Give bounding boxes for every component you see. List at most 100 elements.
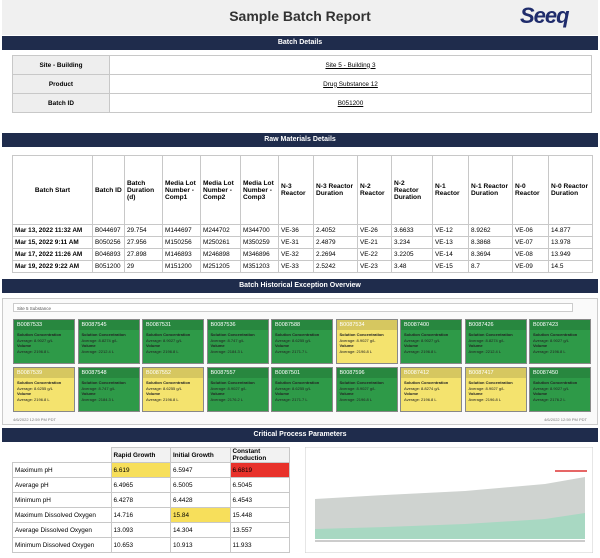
row: Minimum pH 6.4278 6.4428 6.4543 (12, 492, 290, 508)
column-header: N-3 Reactor (278, 155, 314, 225)
cell: VE-31 (278, 236, 314, 249)
batch-tile: B0087423 Solution Concentration Average: 8… (529, 319, 591, 364)
cell: Mar 13, 2022 11:32 AM (12, 224, 93, 237)
cell: 13.949 (548, 248, 593, 261)
tile-value: Average: 2196.8 L (404, 348, 437, 354)
tile-value: Average: 8.6255 g/L (275, 385, 311, 391)
cell: M350259 (240, 236, 279, 249)
column-header: N-2 Reactor (357, 155, 392, 225)
field-value: Site 5 - Building 3 (109, 55, 592, 75)
tile-value: Average: 2196.8 L (533, 348, 566, 354)
cell: M150256 (162, 236, 201, 249)
cell: VE-07 (512, 236, 549, 249)
tile-id: B0087531 (143, 320, 203, 330)
raw-materials-table: Batch Start Batch ID Batch Duration (d) Med… (12, 155, 593, 273)
tile-value: Average: 8.9027 g/L (468, 385, 505, 391)
cell: M250261 (200, 236, 241, 249)
tile-id: B0087423 (530, 320, 590, 330)
cell: M246898 (200, 248, 241, 261)
cell: M346896 (240, 248, 279, 261)
cell: 2.4879 (313, 236, 358, 249)
tile-label: Volume (81, 391, 96, 396)
tile-id: B0087426 (465, 320, 526, 330)
cell: 13.557 (229, 522, 290, 538)
tile-label: Solution Concentration (404, 332, 449, 337)
column-header: Batch Start (12, 155, 93, 225)
cell: B050256 (92, 236, 125, 249)
cell: 14.5 (548, 260, 593, 273)
cell: VE-06 (512, 224, 549, 237)
header (2, 0, 598, 35)
row-label: Minimum pH (12, 492, 112, 508)
tile-label: Volume (146, 343, 161, 348)
field-label: Site - Building (12, 55, 110, 75)
cell: VE-21 (357, 236, 392, 249)
batch-tile: B0087501 Solution Concentration Average: 8… (271, 367, 333, 412)
footer-time: 4/6/2022 12:59 PM PDT (13, 417, 56, 422)
column-header: N-2 Reactor Duration (391, 155, 433, 225)
row: Maximum pH 6.619 6.5947 6.6819 (12, 462, 290, 478)
batch-tile: B0087534 Solution Concentration Average: 8… (335, 319, 398, 364)
batch-tile: B0087426 Solution Concentration Average: 8… (464, 319, 527, 364)
cell: 6.5045 (229, 477, 290, 493)
cell: VE-09 (512, 260, 549, 273)
cell: B046893 (92, 248, 125, 261)
tile-label: Solution Concentration (275, 332, 320, 337)
band-area (315, 513, 585, 539)
column-header: Constant Production (229, 447, 290, 463)
tile-value: Average: 8.9027 g/L (339, 385, 376, 391)
batch-tile: B0087536 Solution Concentration Average: 8… (206, 319, 269, 364)
exception-panel: Site 5 Substance B0087533 Solution Concent… (2, 298, 598, 425)
tile-value: Average: 8.8274 g/L (468, 337, 505, 343)
cell: 13.093 (110, 522, 171, 538)
tile-label: Volume (275, 343, 290, 348)
cell: VE-12 (432, 224, 469, 237)
tile-label: Solution Concentration (210, 332, 255, 337)
column-header: Media Lot Number - Comp2 (200, 155, 241, 225)
tile-label: Solution Concentration (339, 332, 384, 337)
tile-id: B0087548 (78, 368, 139, 378)
cell: M151200 (162, 260, 201, 273)
cell: VE-08 (512, 248, 549, 261)
cell: VE-23 (357, 260, 392, 273)
highlight-cell: 6.6819 (229, 462, 290, 478)
tile-id: B0087539 (14, 368, 74, 378)
column-header: N-1 Reactor (432, 155, 469, 225)
tile-value: Average: 2184.3 L (210, 348, 244, 354)
tile-label: Solution Concentration (210, 380, 255, 385)
tile-label: Volume (533, 391, 548, 396)
tile-value: Average: 8.6255 g/L (17, 385, 53, 391)
cell: 8.9262 (468, 224, 513, 237)
cell: VE-15 (432, 260, 469, 273)
tile-label: Solution Concentration (533, 332, 578, 337)
tile-value: Average: 2196.8 L (146, 348, 179, 354)
cell: Mar 15, 2022 9:11 AM (12, 236, 93, 249)
batch-tile: B0087400 Solution Concentration Average: 8… (400, 319, 462, 364)
tile-value: Average: 8.747 g/L (210, 337, 245, 343)
cell: 3.6633 (391, 224, 433, 237)
cell: M344700 (240, 224, 279, 237)
tile-value: Average: 2212.4 L (81, 348, 115, 354)
tile-label: Volume (404, 343, 419, 348)
tile-label: Solution Concentration (533, 380, 578, 385)
row-label: Maximum pH (12, 462, 112, 478)
column-header: Batch Duration (d) (124, 155, 163, 225)
field-label: Product (12, 74, 110, 94)
row-label: Average pH (12, 477, 112, 493)
column-header: Rapid Growth (110, 447, 171, 463)
cell: M351203 (240, 260, 279, 273)
header-row: Rapid Growth Initial Growth Constant Produ… (13, 447, 290, 463)
cell: 6.4428 (170, 492, 231, 508)
tile-label: Solution Concentration (468, 332, 513, 337)
tile-label: Volume (146, 391, 161, 396)
tile-value: Average: 2171.7 L (275, 396, 308, 402)
tile-value: Average: 2176.2 L (210, 396, 244, 402)
batch-tile: B0087588 Solution Concentration Average: 8… (271, 319, 333, 364)
tile-label: Solution Concentration (81, 380, 126, 385)
tile-value: Average: 2196.8 L (339, 396, 373, 402)
tile-value: Average: 8.8274 g/L (404, 385, 440, 391)
row-label: Minimum Dissolved Oxygen (12, 537, 112, 553)
cell: 14.716 (110, 507, 171, 523)
cell: 27.898 (124, 248, 163, 261)
